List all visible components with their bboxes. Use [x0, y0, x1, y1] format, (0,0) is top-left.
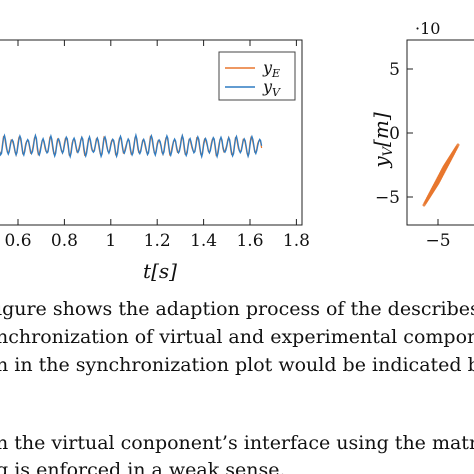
chart2-scale-label: ·10 [415, 19, 440, 38]
chart1-tick-label: 1.4 [190, 231, 217, 251]
chart2-y-tick-label: 5 [389, 60, 400, 80]
series-line-yv [0, 132, 263, 160]
chart1-tick-label: 0.8 [51, 231, 78, 251]
figure: 0.6 0.8 1 1.2 1.4 1.6 1.8 t[s] yE yV ·10 5 0 −5 … [0, 19, 474, 283]
chart2-scatter-cloud [422, 143, 460, 207]
chart2-x-ticks: −5 [425, 219, 451, 251]
chart2-y-ticks: 5 0 −5 [375, 60, 413, 208]
caption-line-2: nchronization of virtual and experimenta… [0, 326, 474, 348]
chart1-tick-label: 1.6 [236, 231, 263, 251]
chart2-frame [406, 39, 474, 226]
body-line-1: n the virtual conponent’s interface usin… [0, 432, 474, 462]
chart2-y-tick-label: 0 [389, 124, 400, 144]
chart1-x-axis-label: t[s] [143, 259, 177, 283]
chart1-tick-label: 0.6 [4, 231, 31, 251]
chart1-tick-label: 1.8 [283, 231, 310, 251]
time-series-chart: 0.6 0.8 1 1.2 1.4 1.6 1.8 t[s] yE yV [0, 39, 310, 283]
chart1-frame [0, 39, 303, 226]
chart1-x-ticks: 0.6 0.8 1 1.2 1.4 1.6 1.8 [4, 40, 310, 251]
chart1-tick-label: 1 [105, 231, 116, 251]
chart1-series [0, 132, 263, 160]
chart1-legend: yE yV [218, 51, 296, 101]
scatter-stroke [442, 143, 460, 169]
legend-box [218, 51, 296, 101]
chart2-y-tick-label: −5 [375, 188, 400, 208]
caption-line-3: n in the synchronization plot would be i… [0, 354, 474, 376]
body-line-1-text: n the virtual conponent’s interface usin… [0, 432, 474, 454]
body-line-2: g is enforced in a weak sense. [0, 459, 286, 474]
chart1-tick-label: 1.2 [144, 231, 171, 251]
synchronization-chart: ·10 5 0 −5 −5 yV[m] [369, 19, 474, 251]
caption-line-1: igure shows the adaption process of the … [0, 298, 474, 320]
chart2-x-tick-label: −5 [425, 231, 450, 251]
chart2-y-axis-label: yV[m] [369, 112, 396, 168]
